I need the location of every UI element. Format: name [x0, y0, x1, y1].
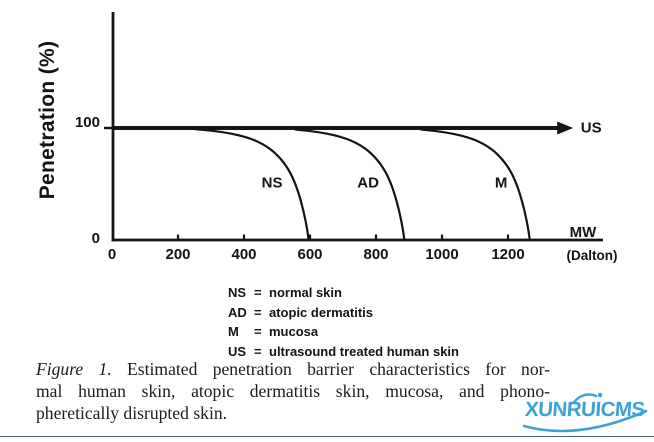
x-tick-label: 1200 — [491, 246, 525, 263]
caption-line-3: pheretically disrupted skin. — [36, 402, 228, 423]
legend-row-NS: NS = normal skin — [228, 283, 459, 303]
legend-definition: ultrasound treated human skin — [269, 343, 459, 359]
legend-abbr: NS — [228, 285, 247, 301]
us-arrowhead — [557, 121, 574, 135]
curve-M — [110, 126, 531, 242]
x-axis-unit: (Dalton) — [566, 248, 618, 263]
legend-abbr: US — [228, 343, 247, 359]
legend-equals: = — [254, 304, 262, 320]
x-tick-label: 600 — [297, 246, 323, 263]
legend-abbr: AD — [228, 304, 247, 320]
curve-label-AD: AD — [357, 174, 379, 192]
caption-line-1-text: Estimated penetration barrier characteri… — [127, 359, 550, 379]
legend-definition: mucosa — [269, 324, 319, 340]
watermark-swoosh-icon — [522, 392, 648, 433]
y-tick-label: 0 — [91, 230, 100, 247]
caption-line-1: Figure 1. Estimated penetration barrier … — [36, 359, 550, 381]
watermark: XUNRUICMS — [514, 390, 654, 440]
x-tick-label: 800 — [363, 246, 389, 263]
x-tick-label: 0 — [107, 246, 117, 263]
legend-row-AD: AD = atopic dermatitis — [228, 303, 459, 323]
caption-line-2: mal human skin, atopic dermatitis skin, … — [36, 380, 550, 401]
chart-legend: NS = normal skin AD = atopic dermatitis M = muco… — [228, 283, 459, 361]
legend-row-US: US = ultrasound treated human skin — [228, 342, 459, 362]
figure-label: Figure 1. — [36, 359, 112, 379]
legend-equals: = — [254, 343, 262, 359]
legend-definition: atopic dermatitis — [269, 304, 374, 320]
y-tick-label: 100 — [74, 114, 100, 131]
legend-row-M: M = mucosa — [228, 322, 459, 342]
figure-caption: Figure 1. Estimated penetration barrier … — [36, 359, 550, 424]
x-tick-label: 200 — [165, 246, 191, 263]
x-tick-label: 400 — [231, 246, 257, 263]
curve-label-US: US — [580, 119, 602, 137]
legend-abbr: M — [228, 324, 239, 340]
curve-label-NS: NS — [261, 174, 283, 192]
watermark-text: XUNRUICMS — [524, 398, 646, 421]
x-axis-title: MW — [569, 224, 597, 241]
x-tick-label: 1000 — [425, 246, 459, 263]
curve-label-M: M — [494, 174, 508, 192]
legend-equals: = — [254, 285, 262, 301]
legend-definition: normal skin — [269, 285, 342, 301]
legend-equals: = — [254, 324, 262, 340]
bottom-rule — [0, 435, 654, 438]
